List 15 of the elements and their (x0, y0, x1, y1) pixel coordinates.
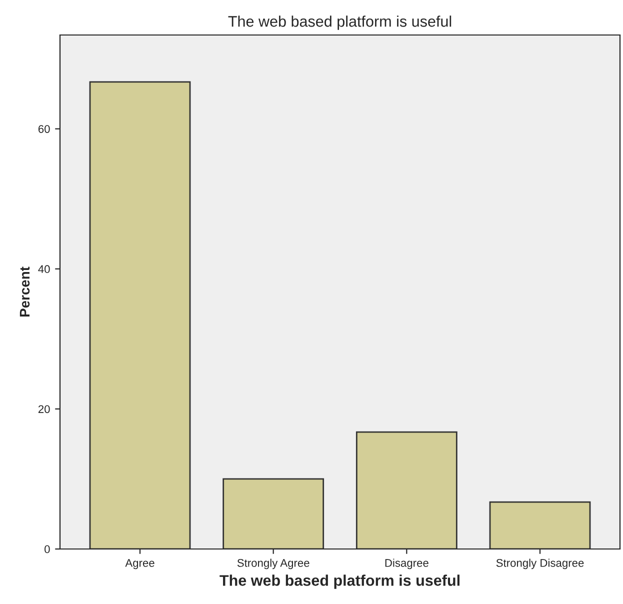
y-tick-label: 20 (38, 405, 50, 414)
bar (489, 501, 591, 549)
y-tick-label: 40 (38, 265, 50, 274)
bar (356, 431, 458, 549)
y-tick-label: 0 (44, 545, 50, 554)
x-tick-label: Agree (125, 559, 154, 570)
bar (222, 478, 324, 549)
x-tick-label: Strongly Disagree (496, 558, 584, 570)
chart-title: The web based platform is useful (228, 16, 452, 30)
y-tick-label: 60 (38, 125, 50, 133)
x-axis-title: The web based platform is useful (220, 574, 460, 589)
bar (89, 81, 191, 549)
x-tick-label: Disagree (385, 558, 428, 570)
y-axis-title: Percent (20, 266, 30, 317)
x-tick-label: Strongly Agree (237, 558, 310, 570)
